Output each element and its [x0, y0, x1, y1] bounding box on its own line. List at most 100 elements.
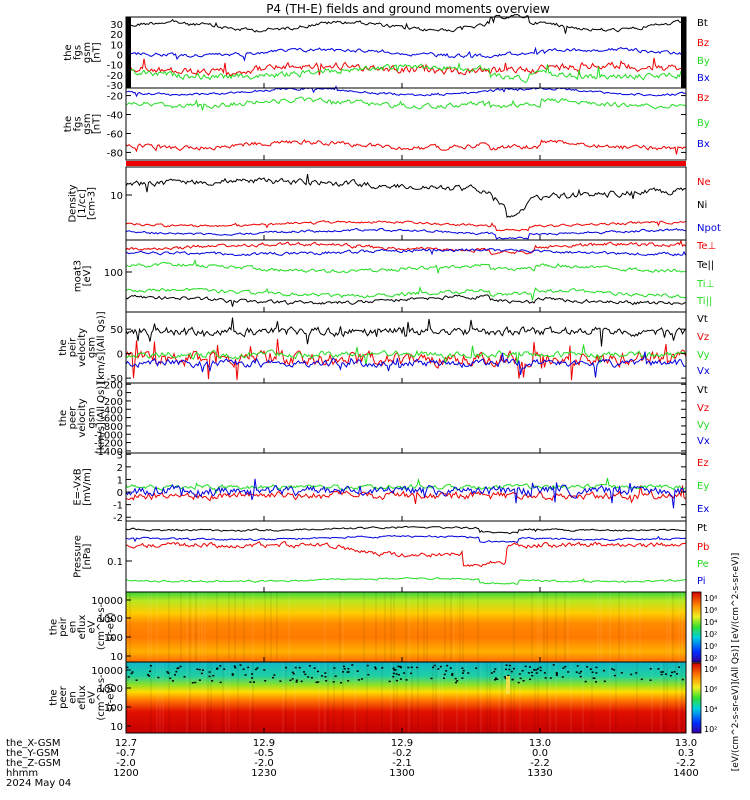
spectrogram-speckle — [360, 678, 363, 680]
spectrogram-texture — [270, 592, 272, 662]
series-Bx-line — [125, 46, 686, 62]
spectrogram-speckle — [343, 668, 346, 670]
spectrogram-speckle — [300, 680, 303, 683]
spectrogram-speckle — [531, 674, 534, 677]
spectrogram-speckle — [233, 665, 236, 667]
y-axis-label-line: the — [63, 116, 74, 132]
spectrogram-speckle — [250, 677, 253, 679]
legend-Ex-label: Ex — [697, 504, 709, 515]
spectrogram-speckle — [399, 665, 402, 668]
spectrogram-speckle — [308, 665, 311, 667]
spectrogram-texture — [186, 662, 188, 733]
spectrogram-speckle — [135, 679, 138, 681]
spectrogram-speckle — [346, 671, 349, 673]
spectrogram-texture — [672, 592, 674, 662]
y-tick-label: 100 — [104, 633, 123, 644]
spectrogram-texture — [150, 662, 152, 733]
colorbar-tick-label: 10⁸ — [704, 665, 717, 674]
spectrogram-texture — [651, 662, 653, 733]
y-tick-label: 1000 — [98, 684, 123, 695]
spectrogram-texture — [660, 662, 662, 733]
spectrogram-speckle — [395, 673, 398, 675]
series-Vt-line — [125, 317, 686, 347]
y-axis-label-line: [eV] — [82, 266, 93, 287]
y-tick-label: -1200 — [94, 439, 123, 450]
spectrogram-speckle — [496, 678, 499, 681]
legend-Vx-label: Vx — [697, 436, 710, 447]
x-axis-value: -0.2 — [392, 748, 412, 759]
legend-Pi-label: Pi — [697, 576, 706, 587]
spectrogram-texture — [222, 662, 224, 733]
spectrogram-speckle — [183, 675, 186, 678]
spectrogram-speckle — [511, 678, 514, 681]
y-axis-label-line: en — [68, 691, 79, 704]
y-tick-label: -50 — [107, 374, 123, 385]
spectrogram-texture — [513, 592, 515, 662]
spectrogram-speckle — [347, 671, 350, 673]
spectrogram-speckle — [191, 681, 194, 684]
spectrogram-speckle — [430, 677, 433, 680]
spectrogram-texture — [546, 662, 548, 733]
spectrogram-speckle — [397, 665, 400, 668]
spectrogram-speckle — [131, 671, 134, 673]
spectrogram-speckle — [660, 671, 663, 673]
spectrogram-texture — [411, 662, 413, 733]
spectrogram-texture — [570, 662, 572, 733]
spectrogram-speckle — [454, 677, 457, 680]
spectrogram-texture — [546, 592, 548, 662]
x-axis-value: 12.9 — [253, 738, 275, 749]
spectrogram-speckle — [316, 670, 319, 673]
y-axis-label-temperature: moat3[eV] — [72, 260, 93, 292]
y-axis-label-line: en — [68, 621, 79, 634]
spectrogram-texture — [456, 662, 458, 733]
spectrogram-texture — [252, 662, 254, 733]
spectrogram-texture — [615, 662, 617, 733]
spectrogram-texture — [150, 592, 152, 662]
spectrogram-speckle — [630, 673, 633, 676]
spectrogram-speckle — [530, 671, 533, 674]
spectrogram-texture — [639, 592, 641, 662]
y-axis-label-line: [km/s](All Qs)] — [96, 311, 107, 383]
x-axis-value: -2.2 — [530, 758, 550, 769]
x-axis-row-label: the_Z-GSM — [6, 758, 61, 769]
y-axis-label-line: sr-eV) — [106, 683, 117, 712]
spectrogram-speckle — [507, 674, 510, 677]
y-axis-label-line: [1/cc] — [77, 189, 88, 218]
spectrogram-speckle — [449, 667, 452, 669]
spectrogram-speckle — [263, 669, 266, 671]
y-axis-label-line: [km/s](All Qs)] — [96, 382, 107, 454]
colorbar-tick-label: 10² — [704, 725, 717, 734]
spectrogram-texture — [537, 662, 539, 733]
spectrogram-speckle — [603, 680, 606, 683]
spectrogram-speckle — [564, 665, 567, 668]
y-tick-label: -30 — [107, 81, 123, 92]
spectrogram-speckle — [374, 666, 377, 669]
spectrogram-speckle — [253, 681, 256, 683]
series-Te-line — [125, 239, 686, 256]
spectrogram-speckle — [589, 668, 592, 670]
spectrogram-speckle — [198, 679, 201, 681]
peir-eflux-spectrogram — [126, 592, 686, 662]
spectrogram-speckle — [539, 666, 542, 669]
spectrogram-texture — [237, 662, 239, 733]
spectrogram-speckle — [388, 680, 391, 683]
series-Bx-line — [125, 85, 686, 98]
y-tick-label: 100 — [104, 268, 123, 279]
spectrogram-texture — [225, 662, 227, 733]
colorbar-tick-label: 10⁶ — [704, 685, 717, 694]
spectrogram-speckle — [613, 674, 616, 677]
spectrogram-speckle — [239, 664, 242, 666]
spectrogram-texture — [192, 592, 194, 662]
spectrogram-speckle — [555, 672, 558, 674]
spectrogram-texture — [519, 662, 521, 733]
spectrogram-texture — [600, 592, 602, 662]
spectrogram-texture — [396, 662, 398, 733]
spectrogram-speckle — [681, 678, 684, 681]
spectrogram-texture — [510, 662, 512, 733]
legend-Ey-label: Ey — [697, 481, 709, 492]
legend-Vy-label: Vy — [697, 350, 710, 361]
x-axis-value: 1330 — [527, 768, 552, 779]
x-axis-value: -2.0 — [116, 758, 136, 769]
spectrogram-texture — [189, 662, 191, 733]
